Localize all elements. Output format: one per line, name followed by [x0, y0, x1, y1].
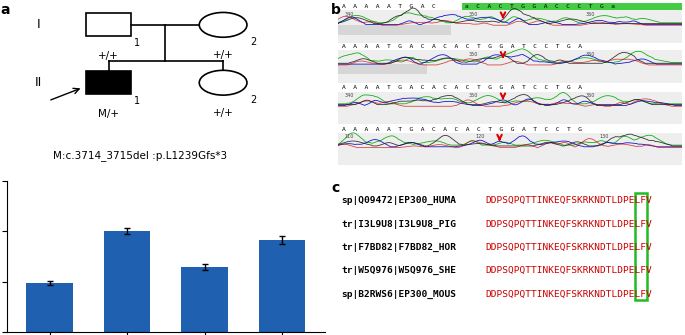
Text: tr|W5Q976|W5Q976_SHE: tr|W5Q976|W5Q976_SHE [342, 266, 456, 275]
Text: 360: 360 [586, 93, 595, 98]
Text: A  A  A  A  A  T  G  A  C  A  C  A  C  T  G  G  A  T  C  C  T  G: A A A A A T G A C A C A C T G G A T C C … [342, 127, 582, 132]
Bar [104, 231, 150, 332]
Text: sp|Q09472|EP300_HUMA: sp|Q09472|EP300_HUMA [342, 196, 456, 205]
Text: 120: 120 [475, 134, 485, 139]
Text: DDPSQPQTTINKEQFSKRKNDTLDPELFV: DDPSQPQTTINKEQFSKRKNDTLDPELFV [486, 266, 653, 275]
Bar [338, 84, 682, 91]
Bar [338, 132, 682, 165]
Text: 110: 110 [345, 134, 354, 139]
Text: 340: 340 [345, 93, 354, 98]
Bar [259, 241, 306, 332]
Bar [26, 282, 73, 332]
Bar [462, 3, 682, 10]
Text: +/+: +/+ [98, 51, 119, 61]
Text: 1: 1 [134, 38, 140, 48]
Text: 340: 340 [345, 12, 354, 17]
Text: 350: 350 [469, 52, 478, 57]
Text: b: b [332, 3, 341, 17]
Text: a: a [1, 3, 10, 17]
Text: M/+: M/+ [98, 109, 119, 119]
Bar [182, 267, 228, 332]
Text: tr|I3L9U8|I3L9U8_PIG: tr|I3L9U8|I3L9U8_PIG [342, 220, 456, 229]
Text: I: I [37, 18, 40, 31]
Text: II: II [35, 76, 42, 89]
Text: DDPSQPQTTINKEQFSKRKNDTLDPELFV: DDPSQPQTTINKEQFSKRKNDTLDPELFV [486, 289, 653, 298]
Text: A  A  A  A  A  T  G  A  C: A A A A A T G A C [342, 4, 435, 9]
Bar [338, 25, 451, 35]
Text: DDPSQPQTTINKEQFSKRKNDTLDPELFV: DDPSQPQTTINKEQFSKRKNDTLDPELFV [486, 196, 653, 205]
Bar [86, 13, 131, 37]
Text: A  A  A  A  T  G  A  C  A  C  A  C  T  G  G  A  T  C  C  T  G  A: A A A A T G A C A C A C T G G A T C C T … [342, 44, 582, 49]
Text: 350: 350 [469, 93, 478, 98]
Bar [338, 43, 682, 50]
Bar [338, 64, 427, 74]
Text: a  C  A  C  T  G  G  A  C  C  C  T  G  a: a C A C T G G A C C C T G a [465, 4, 615, 9]
Bar [634, 193, 647, 300]
Text: 2: 2 [250, 37, 256, 47]
Bar [338, 126, 682, 133]
Text: 360: 360 [586, 12, 595, 17]
Text: tr|F7BD82|F7BD82_HOR: tr|F7BD82|F7BD82_HOR [342, 243, 456, 252]
Bar [338, 3, 462, 10]
Text: 350: 350 [469, 12, 478, 17]
Text: +/+: +/+ [213, 108, 234, 118]
Text: 2: 2 [250, 95, 256, 105]
Text: M:c.3714_3715del :p.L1239Gfs*3: M:c.3714_3715del :p.L1239Gfs*3 [53, 150, 227, 161]
Text: +/+: +/+ [213, 51, 234, 61]
Text: DDPSQPQTTINKEQFSKRKNDTLDPELFV: DDPSQPQTTINKEQFSKRKNDTLDPELFV [486, 220, 653, 229]
Text: 360: 360 [586, 52, 595, 57]
Text: 130: 130 [599, 134, 608, 139]
Bar [338, 90, 682, 124]
Bar [86, 71, 131, 94]
Bar [338, 9, 682, 43]
Text: sp|B2RWS6|EP300_MOUS: sp|B2RWS6|EP300_MOUS [342, 289, 456, 299]
Text: DDPSQPQTTINKEQFSKRKNDTLDPELFV: DDPSQPQTTINKEQFSKRKNDTLDPELFV [486, 243, 653, 252]
Text: c: c [332, 181, 340, 195]
Text: 1: 1 [134, 96, 140, 106]
Bar [338, 49, 682, 83]
Text: A  A  A  A  T  G  A  C  A  C  A  C  T  G  G  A  T  C  C  T  G  A: A A A A T G A C A C A C T G G A T C C T … [342, 85, 582, 90]
